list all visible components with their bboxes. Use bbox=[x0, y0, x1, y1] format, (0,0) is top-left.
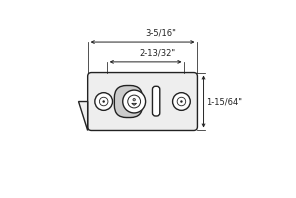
Circle shape bbox=[173, 93, 190, 110]
Polygon shape bbox=[132, 103, 137, 105]
FancyBboxPatch shape bbox=[114, 86, 143, 118]
Text: 2-13/32": 2-13/32" bbox=[140, 48, 176, 57]
Polygon shape bbox=[78, 102, 88, 130]
Circle shape bbox=[180, 100, 183, 103]
FancyBboxPatch shape bbox=[152, 86, 160, 116]
Text: 3-5/16": 3-5/16" bbox=[145, 29, 176, 37]
Text: 1-15/64": 1-15/64" bbox=[207, 97, 243, 106]
Circle shape bbox=[95, 93, 112, 110]
Circle shape bbox=[102, 100, 105, 103]
FancyBboxPatch shape bbox=[88, 72, 197, 130]
Circle shape bbox=[133, 98, 135, 101]
Circle shape bbox=[99, 97, 108, 106]
Circle shape bbox=[123, 90, 146, 113]
Circle shape bbox=[177, 97, 186, 106]
Circle shape bbox=[128, 95, 141, 108]
